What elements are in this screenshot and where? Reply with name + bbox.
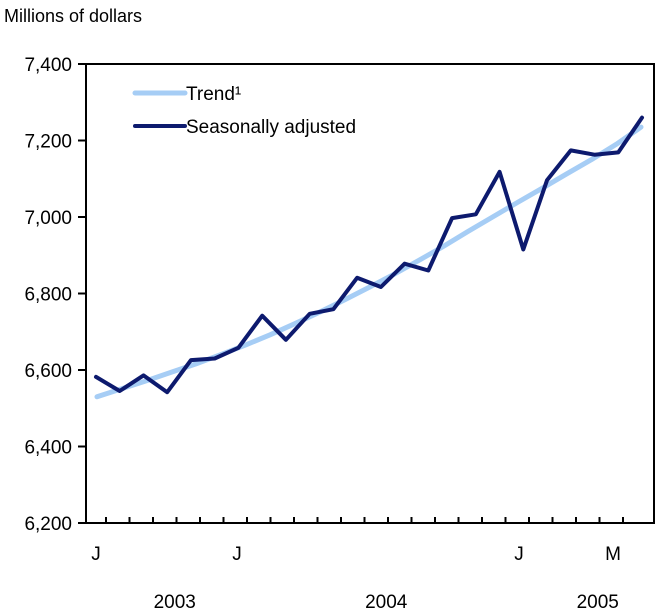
series-lines: [94, 115, 644, 400]
year-label: 2004: [365, 592, 408, 613]
y-tick-label: 7,000: [24, 208, 72, 229]
y-tick-labels: 6,200 6,400 6,600 6,800 7,000 7,200 7,400: [24, 55, 72, 535]
month-label: M: [605, 544, 621, 565]
year-label: 2003: [154, 592, 196, 613]
x-tick-labels: J J J M 2003 2004 2005: [91, 544, 621, 613]
year-label: 2005: [577, 592, 619, 613]
y-tick-label: 7,200: [24, 132, 72, 153]
y-tick-label: 6,400: [24, 438, 72, 459]
y-tick-label: 6,200: [24, 514, 72, 535]
y-tick-label: 6,600: [24, 361, 72, 382]
month-label: J: [91, 544, 101, 565]
y-tick-label: 6,800: [24, 285, 72, 306]
legend: Trend¹ Seasonally adjusted: [132, 84, 356, 138]
plot-frame: [85, 63, 655, 524]
y-tick-label: 7,400: [24, 55, 72, 76]
seasonally-adjusted-line: [94, 115, 644, 395]
month-label: J: [514, 544, 524, 565]
legend-trend-label: Trend¹: [186, 84, 241, 105]
y-unit-label: Millions of dollars: [4, 6, 142, 26]
axes: [78, 63, 655, 524]
legend-seasonally-adjusted-label: Seasonally adjusted: [186, 117, 356, 138]
month-label: J: [232, 544, 242, 565]
